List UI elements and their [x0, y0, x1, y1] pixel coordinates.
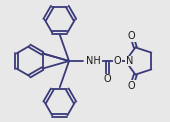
Text: O: O: [104, 74, 112, 84]
Text: O: O: [114, 56, 122, 66]
Text: O: O: [128, 31, 135, 41]
Text: N: N: [126, 56, 133, 66]
Text: NH: NH: [86, 56, 101, 66]
Text: O: O: [128, 81, 135, 91]
